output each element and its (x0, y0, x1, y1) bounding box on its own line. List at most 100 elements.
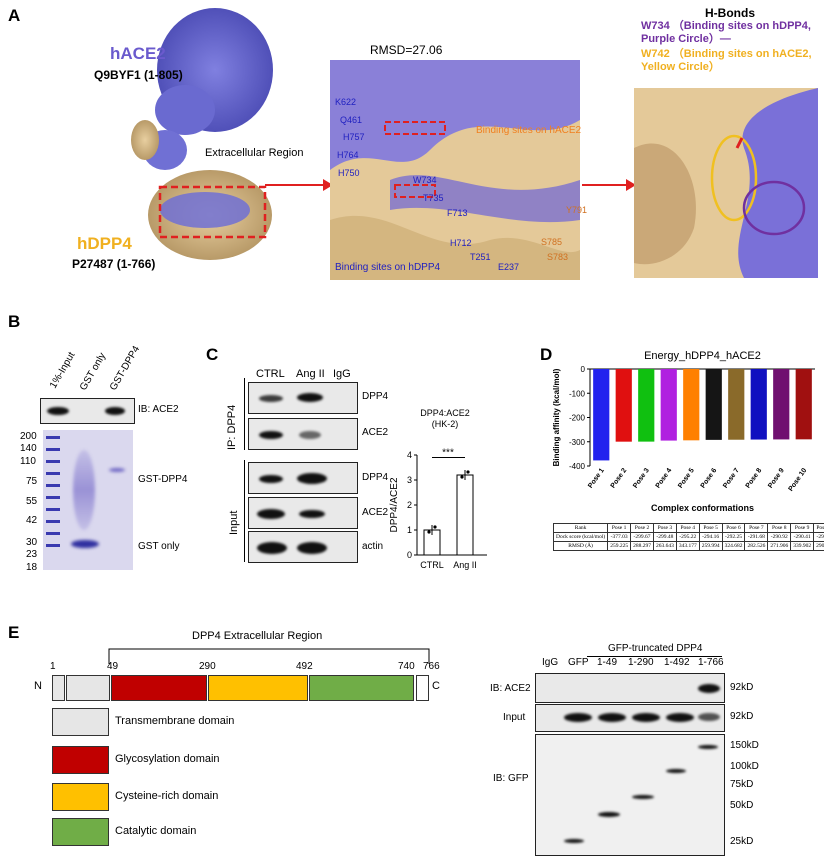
bar (615, 369, 632, 442)
x-tick-label: Pose 9 (767, 467, 786, 490)
y-tick-label: -400 (569, 462, 586, 471)
lane-label: IgG (333, 368, 351, 380)
table-row: Rank Pose 1 Pose 2 Pose 3 Pose 4 Pose 5 Pose 6… (552, 523, 824, 533)
table-cell: Pose 1 (607, 523, 632, 533)
table-cell: Pose 4 (675, 523, 700, 533)
legend-swatch (52, 818, 109, 846)
hace2-name: hACE2 (110, 44, 166, 63)
kd-label: 50kD (730, 800, 754, 811)
table-cell: 263.643 (652, 541, 677, 551)
residue-label: W734 (413, 175, 437, 185)
residue-label: H764 (337, 150, 359, 160)
bar (795, 369, 812, 440)
gfp-truncated-title: GFP-truncated DPP4 (608, 643, 703, 654)
mw-marker: 23 (26, 549, 38, 560)
lane-label: GFP (568, 657, 589, 668)
residue-label: H757 (343, 132, 365, 142)
lane-label: IgG (542, 657, 559, 668)
gfp-blot (535, 734, 725, 856)
domain-catalytic (309, 675, 414, 701)
residue-label: Q461 (340, 115, 363, 125)
arrow-to-hbonds-icon (582, 179, 636, 191)
table-cell: 271.906 (767, 541, 792, 551)
table-cell: -294.16 (698, 532, 723, 542)
position-label: 1 (50, 661, 56, 672)
table-cell: Pose 9 (790, 523, 815, 533)
domain-glycosylation (111, 675, 207, 701)
y-axis-label: DPP4/ACE2 (389, 477, 400, 532)
gst-dpp4-label: GST-DPP4 (138, 474, 188, 485)
legend-label: Cysteine-rich domain (115, 790, 219, 802)
table-cell: -291.68 (744, 532, 769, 542)
table-cell: 343.177 (675, 541, 700, 551)
bar (660, 369, 677, 441)
rmsd-label: RMSD=27.06 (370, 43, 443, 57)
bar (705, 369, 722, 440)
residue-label: H712 (450, 238, 472, 248)
bar (593, 369, 610, 461)
position-label: 492 (296, 661, 313, 672)
coomassie-gel (43, 430, 133, 570)
x-tick-label: Pose 8 (745, 467, 764, 490)
table-cell: -295.22 (675, 532, 700, 542)
arrow-to-zoom-icon (265, 179, 333, 191)
residue-label: F713 (447, 208, 468, 218)
table-cell: -290.41 (790, 532, 815, 542)
mw-marker: 18 (26, 562, 38, 573)
kd-label: 25kD (730, 836, 754, 847)
kd-label: 92kD (730, 711, 754, 722)
chart-c-title: DPP4:ACE2 (HK-2) (420, 408, 470, 429)
kd-label: 100kD (730, 761, 759, 772)
legend-swatch (52, 708, 109, 736)
ip-ace2-blot (248, 418, 358, 450)
mw-marker: 75 (26, 476, 38, 487)
table-cell: Pose 2 (630, 523, 654, 533)
input-label: Input (228, 510, 240, 535)
lane-label: 1-290 (628, 657, 654, 668)
y-tick-label: -300 (569, 438, 586, 447)
lane-label: GST-DPP4 (108, 344, 143, 393)
bar (456, 474, 474, 556)
binding-affinity-chart: Energy_hDPP4_hACE20-100-200-300-400Pose … (552, 350, 815, 513)
blot-label: DPP4 (362, 391, 389, 402)
table-cell: 259.994 (698, 541, 723, 551)
table-cell: Pose 10 (813, 523, 824, 533)
significance-label: *** (442, 448, 454, 459)
table-cell: -299.48 (652, 532, 677, 542)
hbond1-label: W734 （Binding sites on hDPP4, Purple Cir… (641, 20, 811, 45)
table-cell: -290.92 (767, 532, 792, 542)
x-tick-label: CTRL (420, 560, 444, 570)
chart-title: Energy_hDPP4_hACE2 (644, 350, 761, 362)
hdpp4-id: P27487 (1-766) (72, 257, 156, 271)
blot-label: DPP4 (362, 472, 389, 483)
legend-label: Glycosylation domain (115, 753, 220, 765)
lane-label: 1%-Input (48, 350, 78, 391)
bar (683, 369, 700, 441)
hace2-id: Q9BYF1 (1-805) (94, 68, 183, 82)
hbonds-image (634, 88, 818, 278)
data-point (433, 525, 437, 529)
table-cell: RMSD (Å) (552, 541, 609, 551)
table-cell: Rank (552, 523, 609, 533)
kd-label: 92kD (730, 682, 754, 693)
residue-label: K622 (335, 97, 357, 107)
input-label: Input (503, 712, 526, 723)
mw-marker: 200 (20, 431, 37, 442)
table-cell: Pose 3 (652, 523, 677, 533)
binding-site-zoom (330, 60, 580, 280)
input-ace2-blot (248, 497, 358, 529)
x-tick-label: Pose 2 (610, 467, 629, 490)
y-tick-label: -100 (569, 389, 586, 398)
ace2-coip-blot (535, 673, 725, 703)
position-label: 290 (199, 661, 216, 672)
y-tick-label: 3 (407, 475, 412, 485)
position-label: 766 (423, 661, 440, 672)
c-terminus-label: C (432, 680, 440, 692)
extracellular-region-label: DPP4 Extracellular Region (192, 630, 323, 642)
dpp4-ace2-ratio-chart: 0 1 2 3 4 CTRL Ang II *** DPP4/ACE2 (389, 448, 487, 570)
x-tick-label: Pose 6 (700, 467, 719, 490)
mw-marker: 110 (20, 456, 36, 467)
residue-label: T735 (423, 193, 444, 203)
input-actin-blot (248, 531, 358, 563)
blot-label: actin (362, 541, 384, 552)
